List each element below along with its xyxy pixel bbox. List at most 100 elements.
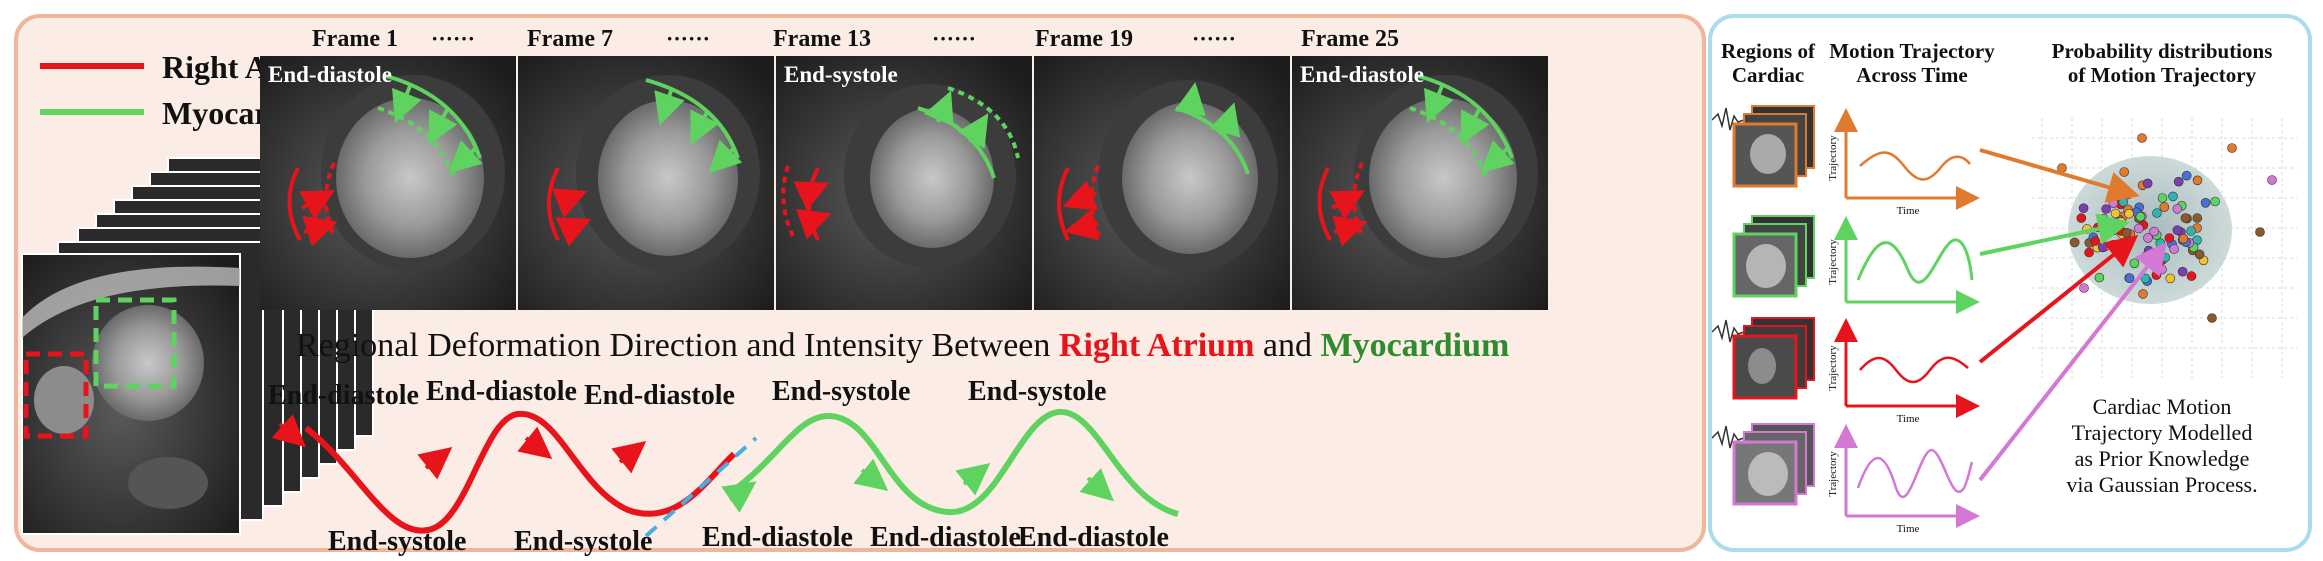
right-panel: Regions of Cardiac Motion Trajectory Acr… [1708, 14, 2312, 552]
distribution-point [2101, 204, 2111, 214]
frame-image-25: End-diastole [1292, 56, 1548, 310]
ra-top-label-2: End-diastole [426, 376, 577, 407]
frame-phase-1: End-diastole [268, 62, 392, 87]
column-titles: Regions of Cardiac Motion Trajectory Acr… [1721, 39, 2272, 87]
distribution-point [2210, 196, 2220, 207]
distribution-point [2186, 226, 2196, 236]
distribution-point [2149, 226, 2160, 237]
col2-title-line1: Motion Trajectory [1829, 39, 1995, 63]
deformation-title-prefix: Regional Deformation Direction and Inten… [296, 327, 1059, 364]
axis-x-label-1: Time [1897, 205, 1920, 217]
wave-divider [644, 436, 758, 538]
ra-wave-arrow-4 [611, 441, 647, 474]
distribution-point [2152, 208, 2162, 218]
left-panel-canvas: Right Atrium Myocardium Frame 1 ······ F… [21, 26, 1548, 557]
region-row-3: Trajectory Time [1711, 317, 1980, 425]
distribution-point [2192, 175, 2203, 186]
distribution-point [2227, 143, 2237, 153]
right-panel-canvas: Regions of Cardiac Motion Trajectory Acr… [1711, 39, 2297, 535]
distribution-point [2186, 271, 2197, 281]
col3-title-line2: of Motion Trajectory [2068, 63, 2257, 87]
ra-wave-arrow-2 [417, 447, 453, 480]
distribution-point [2124, 273, 2135, 284]
ra-bottom-label-1: End-systole [328, 526, 466, 556]
region-row-1: Trajectory Time [1711, 105, 1980, 217]
myo-bottom-label-3: End-diastole [1018, 522, 1169, 553]
frame-phase-25: End-diastole [1300, 62, 1424, 87]
trajectory-curve-1 [1859, 151, 1971, 181]
myo-wave-arrow-4 [1079, 468, 1114, 502]
distribution-point [2160, 252, 2171, 263]
region-row-4: Trajectory Time [1711, 423, 1980, 535]
signal-icon-4 [1711, 425, 1745, 449]
myo-wave-arrow-1 [721, 481, 757, 513]
distribution-point [2165, 273, 2176, 284]
myo-wave-curve [732, 408, 1179, 517]
gp-caption: Cardiac Motion Trajectory Modelled as Pr… [2066, 394, 2257, 497]
caption-line1: Cardiac Motion [2093, 394, 2232, 419]
distribution-point [2076, 213, 2087, 223]
frame-image-1: End-diastole [260, 56, 516, 310]
distribution-point [2108, 198, 2119, 208]
distribution-point [2119, 167, 2130, 177]
ra-wave-curve [304, 410, 737, 534]
axis-y-label-2: Trajectory [1827, 239, 1839, 285]
deformation-title-and: and [1254, 327, 1320, 364]
signal-icon-1 [1711, 107, 1745, 131]
frame-images: End-diastole End-sys [260, 56, 1548, 310]
myo-roi-box [93, 297, 177, 389]
distribution-point [2180, 213, 2191, 223]
distribution-point [2177, 266, 2188, 277]
distribution-point [2181, 170, 2192, 181]
col2-title-line2: Across Time [1856, 63, 1967, 87]
distribution-point [2135, 211, 2146, 222]
myo-bottom-label-1: End-diastole [702, 522, 853, 553]
distribution-point [2094, 272, 2105, 283]
distribution-point [2159, 202, 2170, 212]
axis-y-label-3: Trajectory [1827, 345, 1839, 391]
distribution-point [2137, 133, 2147, 143]
myo-wave-arrow-2 [853, 458, 889, 491]
ra-wave-arrow-1 [271, 414, 306, 448]
frame-ellipsis-1: ······ [431, 26, 475, 51]
distribution-point [2141, 251, 2152, 261]
distribution-point [2142, 178, 2153, 189]
trajectory-curve-4 [1856, 448, 1974, 499]
axis-y-label-4: Trajectory [1827, 451, 1839, 497]
frame-image-19 [1034, 56, 1290, 310]
link-arrow-orange [1979, 148, 2140, 203]
distribution-point [2097, 242, 2108, 253]
trajectory-curve-2 [1856, 238, 1974, 284]
distribution-point [2157, 264, 2167, 275]
distribution-point [2155, 238, 2166, 248]
frame-title-1: Frame 1 [312, 26, 398, 52]
distribution-point [2108, 240, 2119, 250]
caption-line4: via Gaussian Process. [2066, 472, 2257, 497]
distribution-point [2138, 289, 2148, 299]
distribution-point [2157, 193, 2168, 203]
distribution-point [2192, 213, 2203, 223]
distribution-point [2079, 283, 2089, 293]
distribution-point [2267, 175, 2277, 185]
signal-icon-3 [1711, 319, 1745, 343]
distribution-point [2110, 208, 2121, 219]
distribution-point [2078, 203, 2089, 213]
caption-line3: as Prior Knowledge [2075, 446, 2250, 471]
frame-ellipsis-4: ······ [1192, 26, 1236, 51]
distribution-point [2172, 225, 2183, 235]
distribution-point [2099, 213, 2109, 224]
distribution-point [2255, 227, 2265, 237]
distribution-point [2200, 198, 2211, 208]
distribution-point [2121, 228, 2132, 238]
myo-bottom-label-2: End-diastole [870, 522, 1021, 553]
region-thumb-3 [1732, 334, 1798, 400]
mri-stack [21, 157, 374, 535]
distribution-point [2090, 236, 2101, 246]
link-arrow-green [1979, 213, 2130, 256]
col3-title-line1: Probability distributions [2052, 39, 2273, 63]
distribution-point [2124, 208, 2134, 219]
ra-wave: End-diastole End-diastole End-diastole E… [268, 376, 737, 557]
myo-top-label-2: End-systole [968, 376, 1106, 407]
ra-wave-arrow-3 [517, 426, 553, 459]
axis-x-label-4: Time [1897, 523, 1920, 535]
